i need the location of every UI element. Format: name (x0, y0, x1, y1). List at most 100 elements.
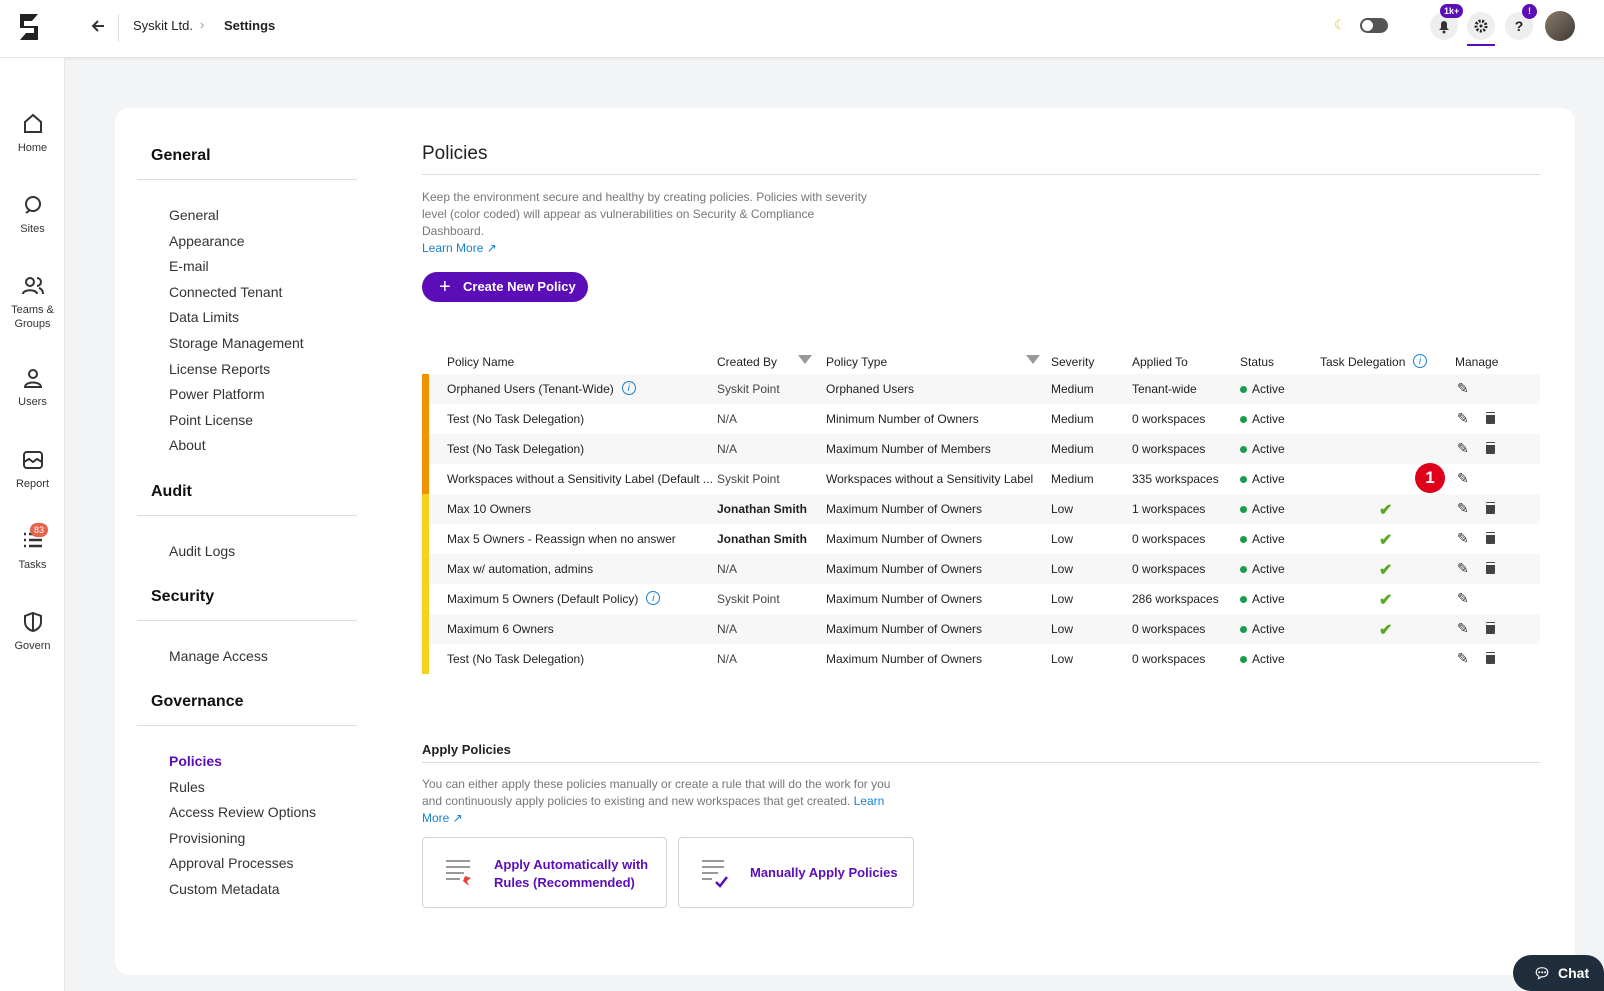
edit-button[interactable]: ✎ (1457, 410, 1469, 426)
learn-more-link[interactable]: Learn More (422, 794, 885, 825)
delete-button[interactable] (1486, 563, 1495, 574)
delete-button[interactable] (1486, 413, 1495, 424)
edit-button[interactable]: ✎ (1457, 380, 1469, 396)
task-delegation-check: ✔ (1379, 532, 1393, 549)
nav-item[interactable]: License Reports (169, 360, 271, 377)
column-header[interactable]: Applied To (1132, 355, 1188, 369)
nav-item[interactable]: Approval Processes (169, 855, 294, 872)
back-button[interactable] (90, 19, 106, 33)
table-row[interactable]: Orphaned Users (Tenant-Wide) i Syskit Poin… (422, 374, 1540, 404)
sidebar-item[interactable]: Govern (0, 610, 65, 653)
table-row[interactable]: Max w/ automation, admins N/A Maximum Numb… (422, 554, 1540, 584)
chat-button[interactable]: 💬︎ Chat (1513, 955, 1604, 991)
cell-created-by: Syskit Point (717, 472, 780, 486)
user-avatar[interactable] (1545, 11, 1575, 41)
sidebar-icon (22, 451, 43, 469)
table-row[interactable]: Max 5 Owners - Reassign when no answer Jo… (422, 524, 1540, 554)
edit-button[interactable]: ✎ (1457, 620, 1469, 636)
theme-toggle[interactable] (1360, 18, 1388, 33)
info-icon[interactable]: i (646, 591, 661, 605)
cell-status: Active (1252, 442, 1285, 456)
nav-item[interactable]: Connected Tenant (169, 283, 283, 300)
table-row[interactable]: Maximum 6 Owners N/A Maximum Number of Own… (422, 614, 1540, 644)
severity-indicator (422, 464, 429, 494)
nav-item[interactable]: E-mail (169, 258, 209, 275)
edit-button[interactable]: ✎ (1457, 560, 1469, 576)
logo[interactable] (14, 11, 44, 43)
sidebar-label: Tasks (18, 559, 47, 571)
table-row[interactable]: Test (No Task Delegation) N/A Maximum Numb… (422, 644, 1540, 674)
nav-item[interactable]: Data Limits (169, 309, 240, 326)
column-header[interactable]: Policy Type (826, 355, 888, 369)
apply-automatically-card[interactable]: Apply Automatically with Rules (Recommen… (422, 837, 667, 908)
column-header[interactable]: Created By (717, 355, 778, 369)
divider (118, 14, 119, 42)
delete-button[interactable] (1486, 533, 1495, 544)
filter-icon[interactable] (1026, 355, 1040, 364)
severity-indicator (422, 494, 429, 524)
status-dot (1240, 386, 1247, 393)
nav-item[interactable]: About (169, 437, 206, 454)
nav-divider (137, 725, 357, 726)
sidebar-item[interactable]: Home (0, 112, 65, 155)
delete-button[interactable] (1486, 653, 1495, 664)
learn-more-link[interactable]: Learn More (422, 241, 484, 255)
sidebar-item[interactable]: Users (0, 366, 65, 409)
nav-item[interactable]: Storage Management (169, 335, 304, 351)
table-row[interactable]: Workspaces without a Sensitivity Label (… (422, 464, 1540, 494)
info-icon[interactable]: i (621, 381, 636, 395)
table-row[interactable]: Test (No Task Delegation) N/A Maximum Numb… (422, 434, 1540, 464)
column-header[interactable]: Status (1240, 355, 1275, 369)
nav-item[interactable]: Manage Access (169, 648, 268, 664)
nav-item[interactable]: Power Platform (169, 386, 265, 403)
breadcrumb-item[interactable]: Syskit Ltd. (133, 18, 193, 33)
create-policy-button[interactable]: + Create New Policy (422, 272, 588, 302)
edit-button[interactable]: ✎ (1457, 500, 1469, 516)
external-link-icon: ↗ (449, 811, 463, 825)
status-dot (1240, 506, 1247, 513)
nav-item[interactable]: Policies (169, 753, 222, 769)
table-row[interactable]: Test (No Task Delegation) N/A Minimum Numb… (422, 404, 1540, 434)
sidebar-item[interactable]: Report (0, 448, 65, 491)
nav-item[interactable]: Point License (169, 411, 254, 428)
cell-applied-to: 0 workspaces (1132, 652, 1206, 666)
sidebar-item[interactable]: Sites (0, 193, 65, 236)
top-bar: Syskit Ltd. › Settings ☾ 1k+ ? ! (0, 0, 1604, 58)
delete-button[interactable] (1486, 443, 1495, 454)
nav-item[interactable]: Appearance (169, 232, 245, 249)
settings-button[interactable] (1467, 12, 1495, 40)
cell-applied-to: 0 workspaces (1132, 412, 1206, 426)
column-header[interactable]: Policy Name (447, 355, 515, 369)
edit-button[interactable]: ✎ (1457, 470, 1469, 486)
column-header[interactable]: Task Delegation (1320, 355, 1406, 369)
edit-button[interactable]: ✎ (1457, 590, 1469, 606)
edit-button[interactable]: ✎ (1457, 440, 1469, 456)
apply-description: You can either apply these policies manu… (422, 776, 912, 827)
table-row[interactable]: Maximum 5 Owners (Default Policy) i Syskit… (422, 584, 1540, 614)
chat-icon: 💬︎ (1533, 965, 1551, 981)
nav-item[interactable]: Rules (169, 778, 205, 795)
filter-icon[interactable] (798, 355, 812, 364)
active-indicator (1467, 44, 1495, 46)
manually-apply-card[interactable]: Manually Apply Policies (678, 837, 914, 908)
sidebar-item[interactable]: Tasks 83 (0, 523, 65, 572)
column-header[interactable]: Severity (1051, 355, 1095, 369)
table-row[interactable]: Max 10 Owners Jonathan Smith Maximum Numbe… (422, 494, 1540, 524)
cell-type: Orphaned Users (826, 382, 915, 396)
nav-item[interactable]: General (169, 207, 219, 223)
sidebar-item[interactable]: Teams & Groups (0, 274, 65, 331)
column-header[interactable]: Manage (1455, 355, 1499, 369)
edit-button[interactable]: ✎ (1457, 650, 1469, 666)
delete-button[interactable] (1486, 503, 1495, 514)
cell-severity: Low (1051, 592, 1074, 606)
edit-button[interactable]: ✎ (1457, 530, 1469, 546)
nav-item[interactable]: Custom Metadata (169, 881, 280, 897)
delete-button[interactable] (1486, 623, 1495, 634)
nav-item[interactable]: Access Review Options (169, 804, 317, 821)
nav-item[interactable]: Provisioning (169, 829, 246, 846)
task-delegation-check: ✔ (1379, 502, 1393, 519)
cell-name: Orphaned Users (Tenant-Wide) (447, 382, 614, 396)
nav-item[interactable]: Audit Logs (169, 543, 236, 559)
cell-applied-to: 0 workspaces (1132, 442, 1206, 456)
list-check-icon (702, 860, 728, 888)
